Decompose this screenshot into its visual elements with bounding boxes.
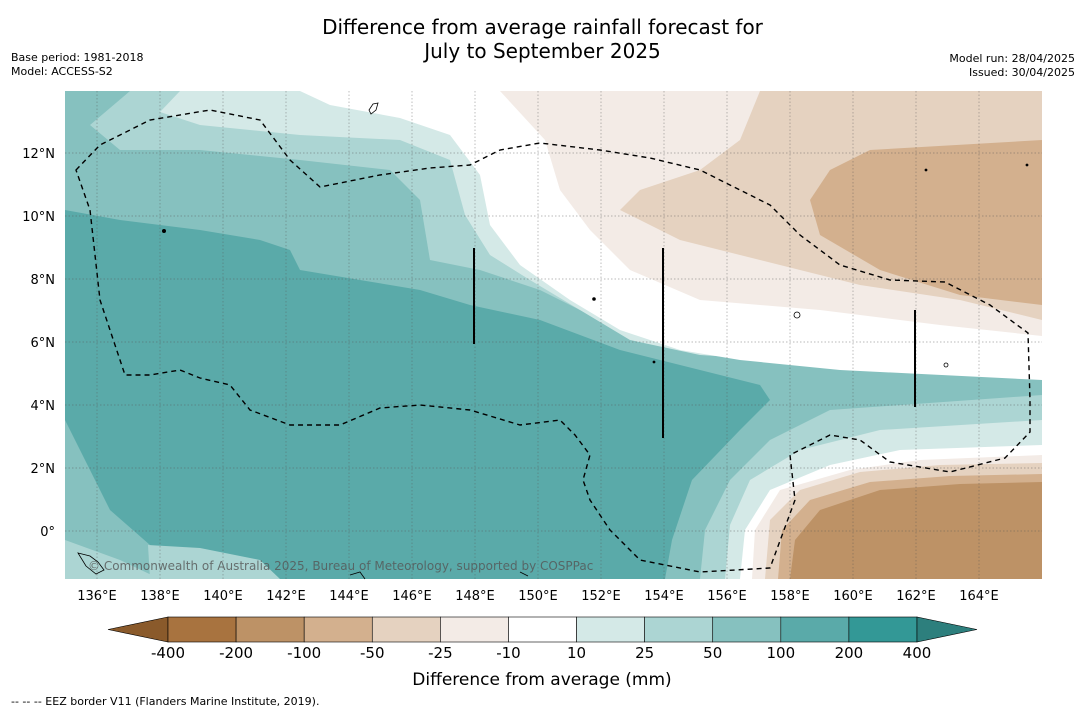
latitude-tick-label: 0° bbox=[40, 525, 55, 540]
longitude-labels: 136°E 138°E 140°E 142°E 144°E 146°E 148°E 150°E… bbox=[77, 589, 999, 604]
colorbar-swatch bbox=[508, 616, 577, 643]
longitude-tick-label: 164°E bbox=[959, 589, 999, 604]
island-png-north bbox=[77, 552, 105, 575]
island-south-small-b bbox=[519, 571, 529, 577]
colorbar-tick-labels: -400 -200 -100 -50 -25 -10 10 25 50 100 200 400 bbox=[151, 644, 931, 662]
longitude-tick-label: 148°E bbox=[455, 589, 495, 604]
latitude-tick-label: 12°N bbox=[22, 147, 55, 162]
colorbar-tick-label: 25 bbox=[635, 644, 654, 662]
model-label: Model: ACCESS-S2 bbox=[11, 65, 113, 78]
colorbar-tick-label: 100 bbox=[766, 644, 795, 662]
longitude-tick-label: 158°E bbox=[770, 589, 810, 604]
colorbar-swatch bbox=[576, 616, 645, 643]
colorbar-swatch bbox=[848, 616, 918, 643]
copyright-text: © Commonwealth of Australia 2025, Bureau… bbox=[88, 559, 593, 573]
colorbar-swatch bbox=[235, 616, 305, 643]
longitude-tick-label: 138°E bbox=[140, 589, 180, 604]
colorbar-tick-label: 200 bbox=[835, 644, 864, 662]
longitude-tick-label: 160°E bbox=[833, 589, 873, 604]
colorbar-tick-label: -100 bbox=[287, 644, 321, 662]
island-kosrae bbox=[943, 362, 949, 368]
band-neg100-neg200-south bbox=[790, 482, 1042, 579]
latitude-tick-label: 4°N bbox=[31, 399, 56, 414]
island-yap bbox=[161, 228, 166, 233]
colorbar-swatch bbox=[440, 616, 509, 643]
band-50-100-southwest bbox=[65, 420, 240, 579]
colorbar-swatch bbox=[644, 616, 714, 643]
colorbar-swatch bbox=[712, 616, 782, 643]
island-atoll-c bbox=[1025, 163, 1029, 167]
eez-border bbox=[75, 109, 1031, 573]
island-atoll-a bbox=[652, 360, 656, 364]
band-neg50-neg100-north bbox=[810, 140, 1042, 305]
colorbar-tick-label: -25 bbox=[428, 644, 453, 662]
colorbar-under-arrow bbox=[107, 616, 169, 643]
band-25-50-south-patch bbox=[148, 545, 280, 579]
longitude-tick-label: 156°E bbox=[707, 589, 747, 604]
longitude-tick-label: 162°E bbox=[896, 589, 936, 604]
map-title-line2: July to September 2025 bbox=[424, 39, 661, 63]
colorbar-tick-label: -10 bbox=[496, 644, 521, 662]
latitude-tick-label: 8°N bbox=[31, 273, 56, 288]
model-run-label: Model run: 28/04/2025 bbox=[949, 52, 1075, 65]
colorbar-tick-label: -400 bbox=[151, 644, 185, 662]
base-period-label: Base period: 1981-2018 bbox=[11, 51, 144, 64]
latitude-tick-label: 6°N bbox=[31, 336, 56, 351]
longitude-tick-label: 140°E bbox=[203, 589, 243, 604]
island-atoll-b bbox=[924, 168, 928, 172]
islands bbox=[77, 102, 1029, 580]
latitude-labels: 12°N 10°N 8°N 6°N 4°N 2°N 0° bbox=[22, 147, 55, 540]
eez-footnote: -- -- -- EEZ border V11 (Flanders Marine… bbox=[11, 695, 320, 708]
colorbar-tick-label: 10 bbox=[567, 644, 586, 662]
colorbar-swatch bbox=[371, 616, 441, 643]
colorbar-over-arrow bbox=[916, 616, 978, 643]
band-25-50-southwest-corner bbox=[65, 540, 160, 579]
colorbar-tick-label: 50 bbox=[703, 644, 722, 662]
latitude-tick-label: 2°N bbox=[31, 462, 56, 477]
colorbar-swatch bbox=[780, 616, 850, 643]
colorbar-label: Difference from average (mm) bbox=[412, 670, 671, 690]
map-title-line1: Difference from average rainfall forecas… bbox=[322, 15, 763, 39]
graticule bbox=[65, 91, 1042, 579]
island-guam bbox=[368, 102, 379, 115]
island-south-small bbox=[349, 571, 366, 580]
longitude-tick-label: 144°E bbox=[329, 589, 369, 604]
longitude-tick-label: 150°E bbox=[518, 589, 558, 604]
island-pohnpei bbox=[793, 311, 801, 319]
colorbar-tick-label: -200 bbox=[219, 644, 253, 662]
colorbar bbox=[107, 616, 978, 643]
latitude-tick-label: 10°N bbox=[22, 210, 55, 225]
map-contour-fill bbox=[65, 91, 1042, 579]
longitude-tick-label: 152°E bbox=[581, 589, 621, 604]
longitude-tick-label: 142°E bbox=[266, 589, 306, 604]
longitude-tick-label: 146°E bbox=[392, 589, 432, 604]
colorbar-tick-label: 400 bbox=[903, 644, 932, 662]
issued-label: Issued: 30/04/2025 bbox=[968, 66, 1075, 79]
colorbar-swatch bbox=[303, 616, 373, 643]
island-chuuk bbox=[592, 297, 596, 301]
longitude-tick-label: 154°E bbox=[644, 589, 684, 604]
longitude-tick-label: 136°E bbox=[77, 589, 117, 604]
colorbar-swatch bbox=[167, 616, 237, 643]
colorbar-tick-label: -50 bbox=[360, 644, 385, 662]
